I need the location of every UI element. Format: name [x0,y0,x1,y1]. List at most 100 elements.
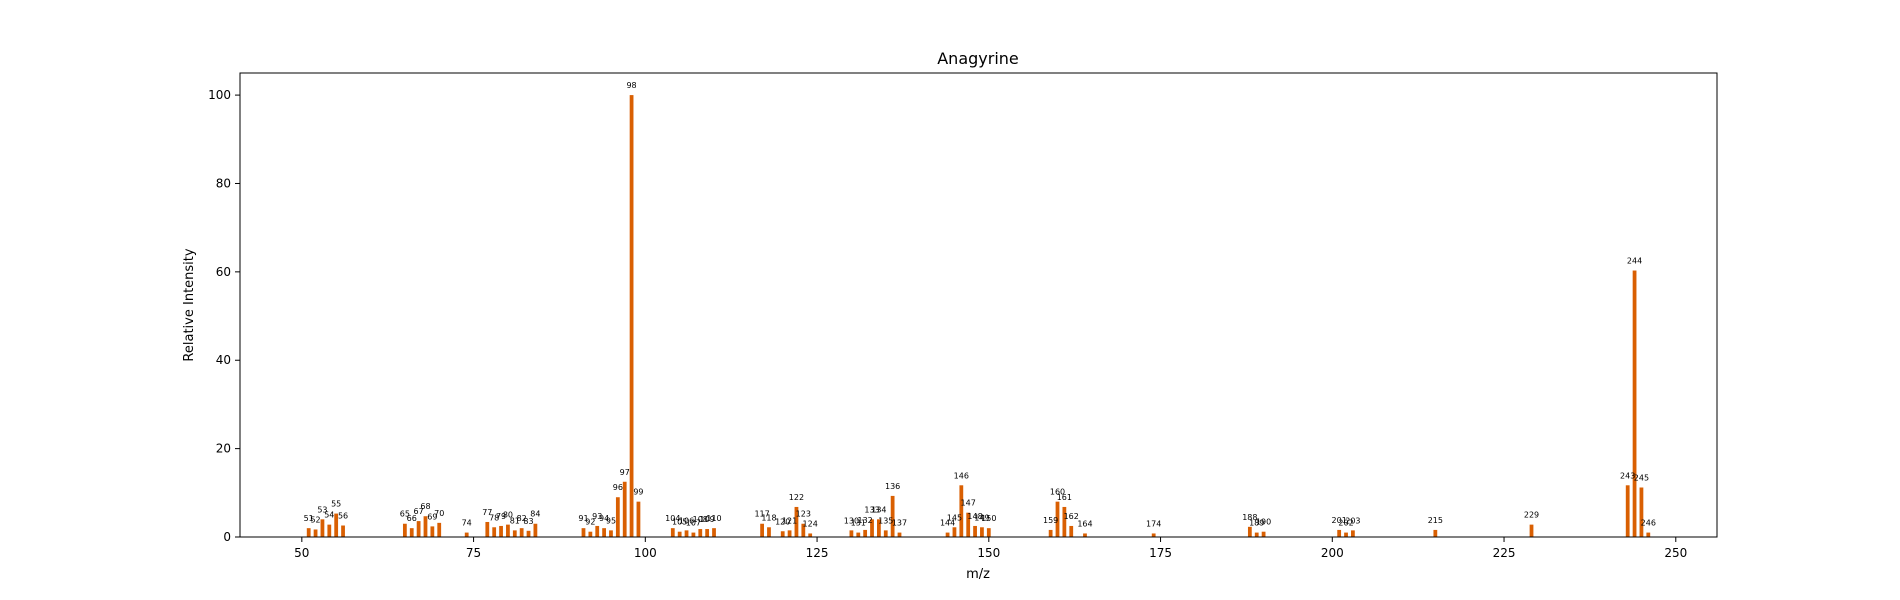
y-tick-label: 20 [216,442,231,456]
bar-label-mz-74: 74 [462,519,472,528]
bar-mz-70 [437,522,442,537]
bar-mz-66 [409,528,414,537]
plot-frame [239,72,1718,538]
bar-label-mz-189: 189 [1249,519,1264,528]
x-tick-label: 50 [294,546,309,560]
bar-label-mz-137: 137 [892,519,907,528]
bar-label-mz-66: 66 [407,514,417,523]
bar-mz-134 [876,519,881,537]
x-tick-label: 75 [466,546,481,560]
bar-mz-124 [808,533,813,537]
bar-mz-147 [966,512,971,537]
bar-mz-133 [870,519,874,537]
y-tick-label: 80 [216,176,231,190]
bar-label-mz-150: 150 [981,514,996,523]
y-tick-label: 40 [216,353,231,367]
bar-mz-99 [636,501,641,537]
bar-mz-74 [464,532,469,537]
bar-label-mz-149: 149 [974,513,989,522]
bar-label-mz-70: 70 [434,509,444,518]
bar-mz-122 [794,506,799,537]
bar-label-mz-105: 105 [672,518,687,527]
bar-label-mz-99: 99 [633,488,643,497]
bar-label-mz-91: 91 [578,514,588,523]
bar-mz-135 [883,530,888,537]
bar-label-mz-107: 107 [686,519,701,528]
bar-mz-109 [705,529,710,537]
y-axis-label: Relative Intensity [182,248,197,361]
bar-label-mz-132: 132 [858,516,873,525]
y-tick-label: 60 [216,265,231,279]
bar-label-mz-95: 95 [606,516,616,525]
bar-mz-81 [512,530,517,537]
bar-label-mz-188: 188 [1242,513,1257,522]
bar-label-mz-117: 117 [754,510,769,519]
y-tick-label: 0 [223,530,231,544]
bar-label-mz-84: 84 [530,510,540,519]
bar-label-mz-162: 162 [1064,512,1079,521]
bar-mz-120 [780,531,785,537]
bar-mz-98 [629,95,634,537]
bar-label-mz-78: 78 [489,513,499,522]
bar-mz-56 [341,525,345,537]
y-tick-label: 100 [208,88,231,102]
bar-mz-246 [1646,532,1651,537]
bar-mz-104 [670,528,675,537]
bar-label-mz-109: 109 [700,515,715,524]
bar-mz-159 [1048,529,1053,537]
bar-mz-245 [1639,487,1644,537]
bar-label-mz-243: 243 [1620,471,1635,480]
bar-mz-65 [402,523,407,537]
bar-label-mz-246: 246 [1641,519,1656,528]
bar-label-mz-51: 51 [304,514,314,523]
bar-mz-149 [980,527,984,537]
bar-label-mz-145: 145 [947,513,962,522]
bar-mz-189 [1254,532,1259,537]
bar-label-mz-146: 146 [954,471,969,480]
bar-mz-95 [609,530,613,537]
bar-mz-144 [945,532,950,537]
bar-mz-131 [856,532,861,537]
bar-mz-83 [526,530,531,537]
bar-label-mz-56: 56 [338,512,348,521]
bar-label-mz-98: 98 [626,81,636,90]
bar-mz-215 [1433,529,1438,537]
bar-mz-190 [1261,531,1266,537]
bar-mz-110 [712,528,716,537]
bar-mz-93 [595,525,600,537]
bar-label-mz-131: 131 [851,519,866,528]
bar-label-mz-215: 215 [1428,516,1443,525]
bar-label-mz-148: 148 [967,512,982,521]
x-tick-label: 225 [1493,546,1516,560]
bar-mz-203 [1351,530,1355,537]
bar-label-mz-104: 104 [665,514,680,523]
bar-label-mz-161: 161 [1057,493,1072,502]
bar-label-mz-134: 134 [871,505,886,514]
bar-mz-67 [416,521,421,537]
bar-label-mz-108: 108 [693,515,708,524]
bar-mz-202 [1344,532,1348,537]
x-tick-label: 250 [1664,546,1687,560]
x-tick-label: 200 [1321,546,1344,560]
x-tick-label: 175 [1149,546,1172,560]
bar-mz-96 [615,497,620,537]
bar-label-mz-190: 190 [1256,518,1271,527]
bar-label-mz-202: 202 [1338,519,1353,528]
bar-label-mz-54: 54 [324,511,334,520]
bar-mz-123 [801,523,806,537]
chart-title: Anagyrine [937,49,1019,68]
bar-mz-54 [327,524,332,537]
bar-label-mz-93: 93 [592,512,602,521]
bar-mz-94 [602,528,606,537]
bar-mz-137 [897,532,902,537]
bar-mz-69 [430,526,435,537]
bar-label-mz-83: 83 [523,517,533,526]
bar-label-mz-53: 53 [317,505,327,514]
bar-mz-188 [1247,526,1252,537]
x-axis-label: m/z [966,567,990,582]
bar-mz-174 [1151,533,1156,537]
bar-mz-108 [698,529,703,537]
bar-mz-118 [767,527,771,537]
bar-mz-136 [890,495,895,537]
